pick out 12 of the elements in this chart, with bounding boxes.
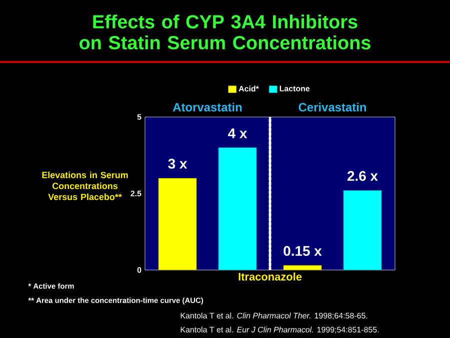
data-label: 0.15 x <box>284 246 322 256</box>
bar <box>343 190 382 270</box>
bar <box>158 178 197 270</box>
bar <box>218 147 257 270</box>
x-tick-label: Atorvastatin <box>172 102 242 112</box>
data-label: 3 x <box>168 158 188 169</box>
data-label: 2.6 x <box>347 171 378 181</box>
x-tick-label: Cerivastatin <box>298 102 366 112</box>
y-axis-title: Elevations in Serum Concentrations Versus Placebo** <box>42 172 128 200</box>
x-axis-title: Itraconazole <box>238 272 302 281</box>
chart-title: Effects of CYP 3A4 Inhibitors on Statin Serum Concentrations <box>80 14 370 50</box>
data-label: 4 x <box>228 128 248 138</box>
